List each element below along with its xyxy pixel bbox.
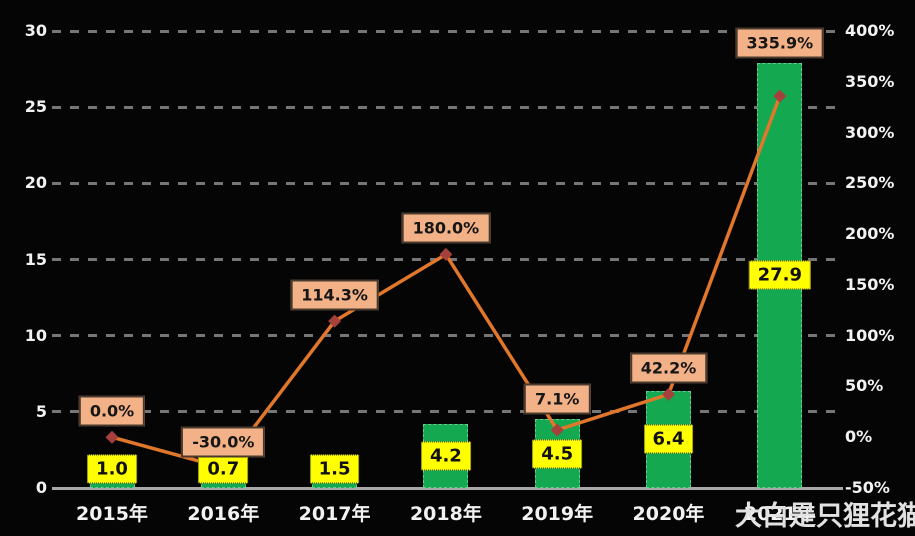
bar-value-label: 0.7 bbox=[198, 454, 249, 484]
x-tick-label: 2018年 bbox=[409, 503, 482, 525]
y-left-tick-label: 15 bbox=[24, 249, 47, 269]
line-value-label: 114.3% bbox=[290, 279, 379, 311]
x-tick-label: 2017年 bbox=[298, 503, 371, 525]
x-tick-label: 2015年 bbox=[76, 503, 148, 525]
gridline bbox=[52, 29, 843, 33]
y-left-tick-label: 20 bbox=[24, 173, 47, 193]
line-value-label: 42.2% bbox=[629, 352, 708, 384]
y-right-tick-label: 100% bbox=[845, 325, 895, 345]
x-tick-label: 2016年 bbox=[187, 503, 260, 525]
gridline bbox=[52, 410, 843, 414]
y-left-tick-label: 10 bbox=[24, 325, 47, 345]
y-right-tick-label: 200% bbox=[845, 224, 895, 244]
y-left-tick-label: 0 bbox=[35, 478, 47, 497]
x-tick-label: 2021年 bbox=[743, 503, 816, 525]
line-point-marker bbox=[550, 423, 564, 437]
bar-value-label: 1.0 bbox=[87, 454, 137, 484]
y-left-tick-label: 25 bbox=[24, 97, 47, 117]
line-value-label: 180.0% bbox=[401, 212, 491, 244]
x-axis-baseline bbox=[52, 487, 843, 490]
bar-value-label: 6.4 bbox=[643, 424, 694, 454]
bar-value-label: 4.5 bbox=[532, 439, 583, 469]
bar-value-label: 27.9 bbox=[748, 260, 812, 290]
x-tick-label: 2020年 bbox=[632, 503, 705, 525]
line-point-marker bbox=[105, 430, 119, 444]
line-value-label: -30.0% bbox=[181, 426, 266, 458]
y-right-tick-label: -50% bbox=[845, 478, 890, 497]
line-point-marker bbox=[773, 89, 787, 103]
line-point-marker bbox=[662, 387, 675, 401]
y-right-tick-label: 50% bbox=[845, 376, 884, 396]
line-value-label: 7.1% bbox=[524, 383, 591, 415]
gridline bbox=[52, 334, 843, 338]
y-right-tick-label: 300% bbox=[845, 122, 895, 142]
y-right-tick-label: 400% bbox=[845, 21, 895, 40]
watermark-text: 大白是只狸花猫 bbox=[735, 501, 915, 532]
line-value-label: 0.0% bbox=[78, 395, 146, 427]
line-point-marker bbox=[328, 314, 342, 328]
y-right-tick-label: 150% bbox=[845, 274, 895, 294]
gridline bbox=[52, 105, 843, 109]
y-right-tick-label: 250% bbox=[845, 173, 895, 193]
y-left-tick-label: 5 bbox=[35, 401, 47, 421]
y-right-tick-label: 0% bbox=[845, 427, 873, 447]
line-value-label: 335.9% bbox=[735, 27, 825, 59]
bar-value-label: 4.2 bbox=[420, 441, 471, 471]
gridline bbox=[52, 181, 843, 185]
x-tick-label: 2019年 bbox=[521, 503, 594, 525]
y-left-tick-label: 30 bbox=[24, 21, 47, 40]
line-point-marker bbox=[439, 247, 453, 261]
y-right-tick-label: 350% bbox=[845, 71, 895, 91]
bar-value-label: 1.5 bbox=[309, 454, 360, 484]
